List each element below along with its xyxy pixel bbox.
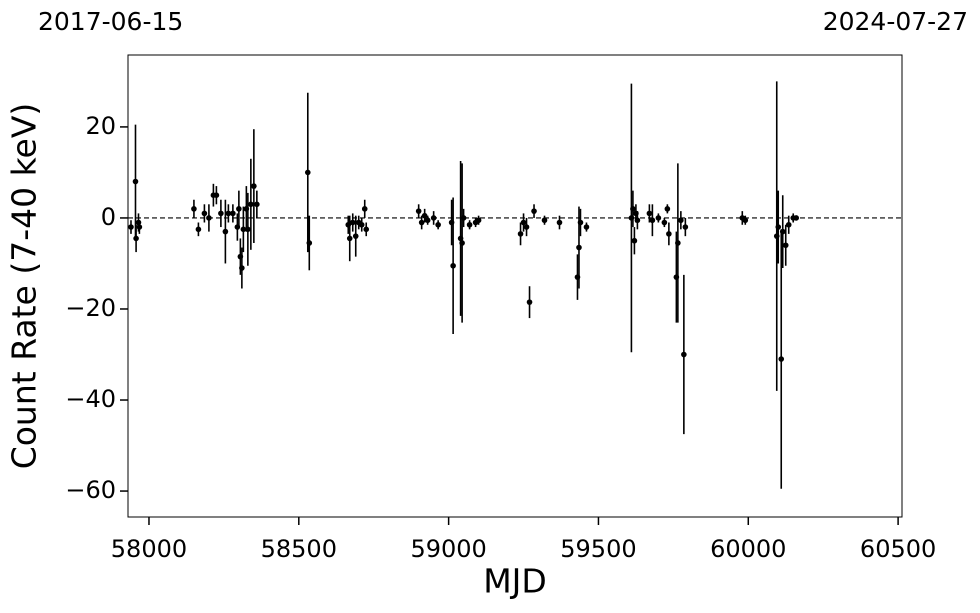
data-point xyxy=(678,217,684,224)
data-point xyxy=(236,206,242,212)
data-point xyxy=(785,221,792,228)
data-point xyxy=(682,224,689,230)
y-tick-label: −40 xyxy=(65,385,116,413)
data-point xyxy=(251,183,257,189)
data-point xyxy=(520,219,527,226)
data-point xyxy=(240,226,247,233)
data-point xyxy=(225,210,232,217)
x-tick-label: 58500 xyxy=(261,535,337,563)
data-point xyxy=(421,212,428,219)
data-point xyxy=(793,215,800,221)
data-point xyxy=(133,235,139,242)
plot-frame xyxy=(127,54,903,518)
data-point xyxy=(649,217,656,224)
data-point xyxy=(666,231,672,237)
x-tick-label: 58000 xyxy=(111,535,187,563)
data-point xyxy=(201,210,208,217)
data-point xyxy=(346,235,353,242)
data-point xyxy=(239,265,245,271)
data-point xyxy=(466,221,473,228)
y-tick-label: −60 xyxy=(65,476,116,504)
data-point xyxy=(222,228,229,235)
data-point xyxy=(430,215,437,221)
data-point xyxy=(206,215,212,221)
data-point xyxy=(664,206,671,212)
x-tick-label: 59500 xyxy=(560,535,636,563)
x-tick-label: 60500 xyxy=(860,535,936,563)
data-point xyxy=(435,221,441,228)
data-point xyxy=(577,219,584,226)
data-point xyxy=(218,210,224,217)
x-axis-label: MJD xyxy=(483,562,547,601)
x-tick-label: 60000 xyxy=(710,535,786,563)
data-point xyxy=(681,351,687,358)
data-point xyxy=(213,192,220,198)
data-point xyxy=(128,224,134,230)
data-point xyxy=(661,219,668,226)
data-point xyxy=(424,217,431,224)
data-point xyxy=(450,262,456,269)
data-point xyxy=(195,226,202,233)
data-point xyxy=(418,219,425,226)
data-point xyxy=(556,219,563,226)
data-point xyxy=(526,299,533,305)
data-point xyxy=(306,240,313,246)
data-point xyxy=(779,228,786,235)
data-point xyxy=(475,217,482,224)
data-point xyxy=(583,224,590,230)
y-tick-label: 20 xyxy=(85,112,116,140)
data-point xyxy=(248,201,254,208)
data-point xyxy=(523,224,530,230)
data-point xyxy=(541,217,548,224)
data-point xyxy=(352,233,359,239)
y-tick-label: 0 xyxy=(101,203,116,231)
y-axis-label: Count Rate (7-40 keV) xyxy=(5,103,44,470)
data-point xyxy=(459,240,465,246)
data-point xyxy=(775,224,782,230)
data-point xyxy=(576,244,582,251)
data-point xyxy=(191,206,197,212)
data-point xyxy=(254,201,260,208)
data-point xyxy=(349,219,356,226)
data-point xyxy=(460,215,467,221)
data-point xyxy=(363,226,370,233)
data-point xyxy=(136,224,143,230)
data-point xyxy=(675,240,681,246)
data-point xyxy=(245,226,251,233)
data-point xyxy=(304,169,311,176)
x-tick-label: 59000 xyxy=(410,535,486,563)
data-point xyxy=(646,210,653,217)
data-point xyxy=(415,208,422,214)
top-left-date: 2017-06-15 xyxy=(38,7,183,36)
data-point xyxy=(742,217,749,224)
data-point xyxy=(778,356,785,362)
data-point xyxy=(361,206,368,212)
data-point xyxy=(531,208,537,214)
data-point xyxy=(358,221,365,228)
data-point xyxy=(630,206,636,212)
data-point xyxy=(655,215,662,221)
data-point xyxy=(517,231,524,237)
data-point xyxy=(782,242,789,249)
data-point xyxy=(631,237,638,244)
data-point xyxy=(230,210,236,217)
y-tick-label: −20 xyxy=(65,294,116,322)
top-right-date: 2024-07-27 xyxy=(823,7,968,36)
data-point xyxy=(132,178,139,185)
data-point xyxy=(634,217,641,224)
